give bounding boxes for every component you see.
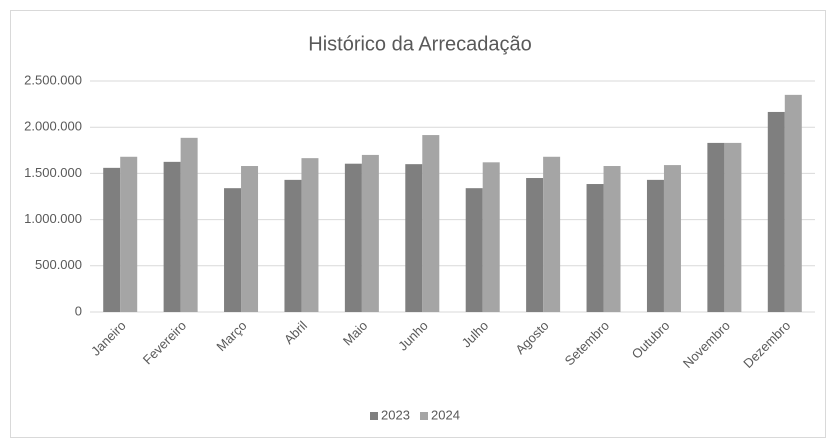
bar (646, 179, 664, 312)
y-tick-label: 500.000 (35, 257, 82, 272)
bar (663, 165, 681, 312)
bar (405, 164, 423, 312)
y-tick-label: 2.000.000 (24, 119, 82, 134)
y-tick-label: 1.000.000 (24, 211, 82, 226)
bar (284, 179, 302, 312)
bar (301, 158, 319, 312)
bar (180, 137, 198, 312)
bar (603, 166, 621, 312)
legend-label: 2023 (381, 407, 410, 422)
bar (344, 163, 362, 312)
y-tick-label: 2.500.000 (24, 72, 82, 87)
bar (724, 142, 742, 312)
bar (543, 156, 561, 312)
bar (526, 178, 544, 312)
bar (361, 154, 379, 312)
legend-label: 2024 (431, 407, 460, 422)
y-tick-label: 0 (75, 303, 82, 318)
bar (707, 142, 725, 312)
bar (465, 188, 483, 312)
bar (586, 184, 604, 312)
bar (767, 111, 785, 312)
y-tick-label: 1.500.000 (24, 165, 82, 180)
chart-title: Histórico da Arrecadação (308, 33, 531, 55)
bar (163, 161, 181, 312)
bar (120, 156, 138, 312)
bar (482, 162, 500, 312)
legend-swatch (420, 412, 428, 420)
bar (103, 167, 121, 312)
bar (422, 135, 440, 312)
bar (224, 188, 242, 312)
legend-swatch (370, 412, 378, 420)
bar (241, 166, 259, 312)
bar (784, 94, 802, 312)
